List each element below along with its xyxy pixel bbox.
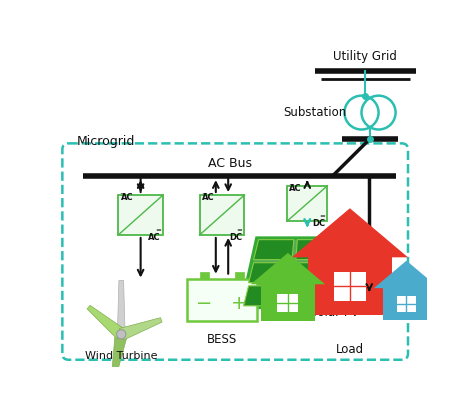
Text: ~: ~ bbox=[120, 191, 126, 197]
Polygon shape bbox=[244, 286, 290, 306]
Polygon shape bbox=[340, 286, 386, 306]
Text: +: + bbox=[231, 294, 248, 313]
Polygon shape bbox=[248, 263, 292, 283]
Polygon shape bbox=[338, 263, 382, 283]
FancyBboxPatch shape bbox=[200, 272, 209, 279]
Text: Substation: Substation bbox=[283, 106, 346, 119]
FancyBboxPatch shape bbox=[277, 293, 298, 312]
Text: Wind Turbine: Wind Turbine bbox=[85, 351, 157, 361]
FancyBboxPatch shape bbox=[334, 272, 366, 301]
Polygon shape bbox=[241, 238, 389, 307]
Polygon shape bbox=[294, 263, 336, 283]
Text: Solar PV: Solar PV bbox=[310, 306, 359, 319]
Polygon shape bbox=[111, 333, 128, 377]
Circle shape bbox=[117, 330, 126, 339]
Text: Microgrid: Microgrid bbox=[76, 135, 135, 148]
Polygon shape bbox=[118, 281, 125, 335]
FancyBboxPatch shape bbox=[200, 195, 245, 235]
FancyBboxPatch shape bbox=[397, 296, 416, 312]
Text: BESS: BESS bbox=[207, 333, 237, 346]
Polygon shape bbox=[251, 253, 325, 284]
Text: ~: ~ bbox=[201, 191, 207, 197]
Polygon shape bbox=[292, 286, 337, 306]
Polygon shape bbox=[296, 240, 334, 260]
FancyBboxPatch shape bbox=[308, 258, 392, 315]
Text: −: − bbox=[196, 294, 213, 313]
FancyBboxPatch shape bbox=[261, 284, 315, 321]
FancyBboxPatch shape bbox=[383, 288, 430, 321]
Polygon shape bbox=[87, 305, 125, 339]
FancyBboxPatch shape bbox=[118, 195, 163, 235]
FancyBboxPatch shape bbox=[235, 272, 244, 279]
Text: =: = bbox=[155, 227, 161, 233]
Polygon shape bbox=[374, 261, 439, 288]
FancyBboxPatch shape bbox=[187, 279, 257, 321]
Text: AC: AC bbox=[120, 193, 133, 202]
Polygon shape bbox=[292, 208, 408, 258]
FancyBboxPatch shape bbox=[287, 186, 328, 221]
Text: ~: ~ bbox=[289, 182, 294, 188]
Polygon shape bbox=[254, 240, 294, 260]
Text: AC: AC bbox=[202, 193, 214, 202]
Text: Utility Grid: Utility Grid bbox=[333, 50, 397, 63]
Text: DC: DC bbox=[229, 233, 242, 242]
Text: AC: AC bbox=[290, 184, 302, 193]
Text: AC Bus: AC Bus bbox=[208, 157, 252, 170]
Text: =: = bbox=[319, 213, 325, 220]
Text: =: = bbox=[236, 227, 242, 233]
Text: DC: DC bbox=[312, 219, 325, 228]
Text: AC: AC bbox=[148, 233, 161, 242]
Polygon shape bbox=[336, 240, 376, 260]
Polygon shape bbox=[119, 318, 162, 340]
Text: Load: Load bbox=[336, 343, 364, 356]
